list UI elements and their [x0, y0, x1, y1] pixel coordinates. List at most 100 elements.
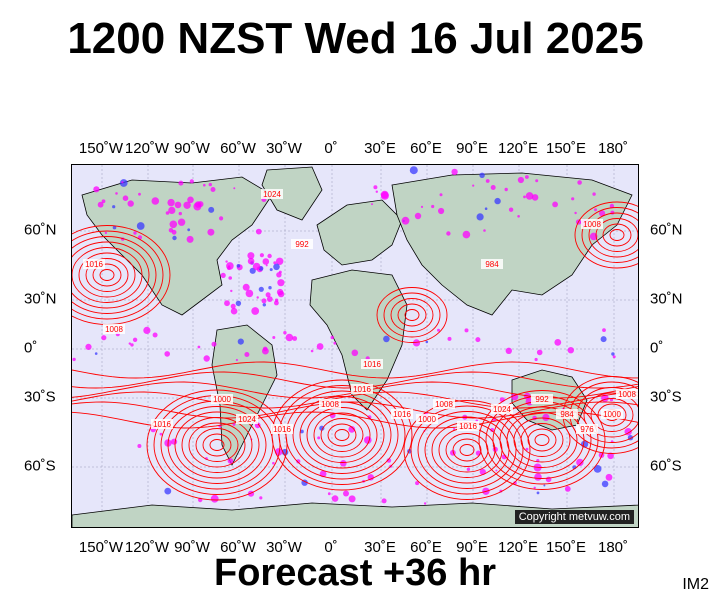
rain-cell: [453, 427, 456, 431]
rain-cell: [534, 357, 538, 362]
svg-text:1000: 1000: [603, 410, 621, 419]
isobar-label: 1008: [319, 399, 341, 409]
rain-cell: [577, 180, 582, 185]
landmass-north-america: [81, 176, 273, 316]
rain-cell: [136, 222, 145, 230]
rain-cell: [381, 498, 387, 504]
lon-tick-top: 120˚E: [497, 140, 539, 157]
rain-cell: [330, 335, 335, 340]
rain-cell: [475, 337, 481, 343]
isobar: [313, 412, 371, 458]
rain-cell: [605, 473, 613, 481]
isobar: [72, 230, 164, 320]
rain-cell: [327, 492, 331, 496]
rain-cell: [310, 349, 314, 353]
rain-cell: [593, 465, 602, 473]
rain-cell: [245, 289, 254, 298]
rain-cell: [517, 215, 520, 218]
isobar-label: 1016: [351, 384, 373, 394]
rain-cell: [193, 202, 202, 211]
rain-cell: [211, 341, 217, 347]
isobar: [590, 398, 634, 432]
rain-cell: [247, 252, 255, 260]
rain-cell: [186, 235, 194, 243]
isobar-label: 1016: [391, 409, 413, 419]
rain-cell: [296, 459, 301, 464]
lat-tick-right: 30˚S: [650, 388, 682, 406]
lat-tick-left: 30˚N: [24, 290, 57, 308]
rain-cell: [104, 231, 108, 235]
lon-tick-top: 30˚W: [266, 140, 302, 157]
isobar: [609, 229, 625, 241]
rain-cell: [599, 210, 606, 217]
rain-cell: [138, 192, 141, 196]
svg-text:1016: 1016: [393, 410, 411, 419]
rain-cell: [285, 333, 294, 342]
svg-text:1024: 1024: [493, 405, 511, 414]
rain-cell: [119, 179, 128, 187]
isobar: [410, 405, 524, 495]
rain-cell: [115, 192, 118, 195]
map-canvas: 1016 1008 1000 1024 1016 1008 1016 1016 1000 1008…: [72, 165, 638, 527]
rain-cell: [101, 199, 106, 204]
rain-cell: [420, 205, 424, 208]
rain-cell: [269, 268, 273, 272]
rain-cell: [333, 341, 337, 345]
isobar: [167, 406, 267, 484]
rain-cell: [219, 216, 224, 221]
lat-tick-left: 60˚N: [24, 221, 57, 239]
rain-cell: [235, 300, 242, 306]
rain-cell: [97, 201, 104, 208]
isobar: [99, 269, 115, 281]
lon-tick-bottom: 0˚: [324, 539, 338, 556]
lat-tick-left: 0˚: [24, 339, 38, 357]
rain-cell: [276, 257, 284, 265]
isobar: [209, 439, 225, 451]
rain-cell: [600, 336, 607, 343]
isobar: [520, 423, 564, 457]
rain-cell: [464, 328, 469, 333]
isobar: [195, 428, 239, 462]
rain-cell: [438, 207, 445, 215]
rain-cell: [576, 458, 584, 467]
rain-cell: [159, 432, 163, 436]
lat-tick-left: 30˚S: [24, 388, 56, 406]
isobar-label: 992: [291, 239, 313, 249]
rain-cell: [133, 231, 137, 235]
rain-cell: [197, 345, 201, 349]
isobar: [534, 434, 550, 446]
rain-cell: [128, 342, 131, 345]
rain-cell: [401, 216, 410, 225]
isobar-label: 1016: [83, 259, 105, 269]
rain-cell: [112, 205, 116, 209]
rain-cell: [535, 179, 539, 183]
rain-cell: [177, 218, 186, 226]
rain-cell: [594, 208, 597, 212]
rain-cell: [542, 413, 550, 421]
isobar: [285, 390, 399, 480]
rain-cell: [169, 220, 178, 229]
rain-cell: [112, 225, 117, 230]
rain-cell: [571, 197, 575, 201]
lat-tick-right: 30˚N: [650, 290, 683, 308]
rain-cell: [340, 460, 347, 467]
rain-cell: [495, 469, 498, 472]
isobar: [72, 361, 638, 379]
lat-tick-right: 60˚N: [650, 221, 683, 239]
rain-cell: [252, 262, 261, 271]
isobar: [72, 391, 638, 409]
rain-cell: [187, 196, 194, 204]
isobar-label: 1016: [271, 424, 293, 434]
isobar: [376, 287, 448, 343]
rain-cell: [242, 283, 250, 291]
rain-cell: [273, 261, 277, 265]
rain-cell: [274, 298, 279, 302]
isobar: [574, 201, 638, 269]
rain-cell: [476, 213, 484, 221]
rain-cell: [607, 452, 614, 460]
svg-text:1016: 1016: [363, 360, 381, 369]
rain-cell: [235, 358, 238, 362]
svg-text:1008: 1008: [618, 390, 636, 399]
lat-tick-right: 0˚: [650, 339, 664, 357]
rain-cell: [343, 490, 349, 497]
